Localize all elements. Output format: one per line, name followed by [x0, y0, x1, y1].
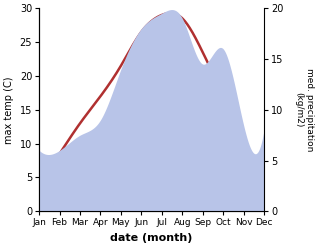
- Y-axis label: max temp (C): max temp (C): [4, 76, 14, 144]
- X-axis label: date (month): date (month): [110, 233, 193, 243]
- Y-axis label: med. precipitation
(kg/m2): med. precipitation (kg/m2): [294, 68, 314, 151]
